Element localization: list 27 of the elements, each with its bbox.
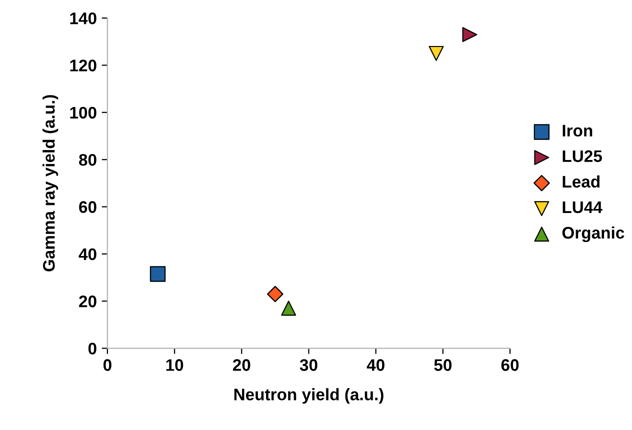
legend-label: Organic bbox=[562, 226, 624, 242]
x-tick-label: 30 bbox=[300, 359, 318, 371]
legend-label: Iron bbox=[562, 124, 592, 137]
point bbox=[150, 266, 166, 282]
x-tick-label: 0 bbox=[103, 359, 112, 371]
y-tick-label: 0 bbox=[88, 342, 96, 355]
x-tick-label: 20 bbox=[232, 359, 250, 371]
point bbox=[428, 46, 444, 61]
x-tick-label: 50 bbox=[434, 359, 452, 371]
point bbox=[281, 300, 296, 316]
point bbox=[462, 27, 478, 42]
legend-label: LU44 bbox=[562, 202, 602, 214]
y-tick-label: 40 bbox=[78, 248, 96, 260]
y-tick-label: 20 bbox=[79, 296, 96, 308]
point bbox=[267, 286, 284, 302]
x-tick-label: 40 bbox=[366, 359, 384, 371]
y-tick-label: 80 bbox=[79, 154, 96, 166]
x-tick-label: 60 bbox=[501, 359, 519, 371]
x-tick-label: 10 bbox=[166, 359, 184, 371]
legend-label: Lead bbox=[562, 175, 600, 188]
y-tick-label: 120 bbox=[70, 60, 96, 72]
x-axis-title: Neutron yield (a.u.) bbox=[234, 388, 384, 404]
y-tick-label: 100 bbox=[70, 106, 96, 119]
y-axis-title: Gamma ray yield (a.u.) bbox=[42, 95, 58, 272]
y-tick-label: 60 bbox=[79, 201, 96, 213]
legend-label: LU25 bbox=[562, 150, 602, 162]
y-tick-label: 140 bbox=[70, 12, 96, 24]
